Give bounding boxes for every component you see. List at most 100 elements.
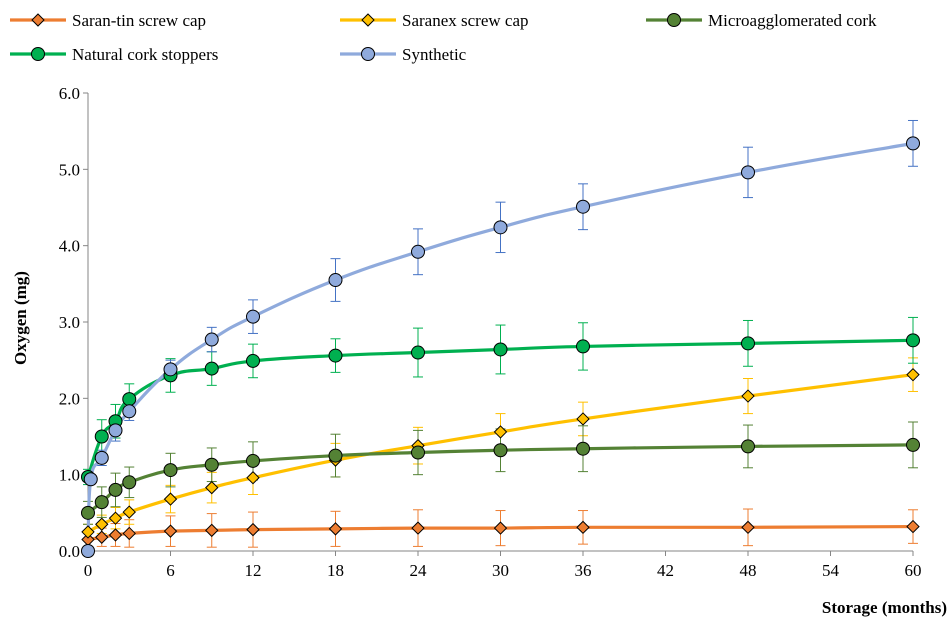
saranex-screw-cap-point: [81, 525, 95, 539]
microagglomerated-cork-point: [94, 495, 109, 510]
synthetic-point: [493, 220, 508, 235]
legend-item-natural-cork-stoppers: Natural cork stoppers: [10, 45, 218, 64]
legend-label: Saran-tin screw cap: [72, 11, 206, 30]
legend-item-saranex-screw-cap: Saranex screw cap: [340, 11, 529, 30]
synthetic-point: [411, 244, 425, 259]
saranex-screw-cap-point: [95, 517, 109, 531]
natural-cork-stoppers-point: [493, 342, 508, 357]
saranex-screw-cap-point: [576, 412, 590, 426]
legend-swatch-marker: [31, 47, 45, 61]
synthetic-point: [576, 199, 590, 214]
saranex-screw-cap-point: [246, 471, 260, 485]
legend-label: Synthetic: [402, 45, 467, 64]
x-tick-label: 6: [166, 561, 175, 580]
legend-swatch-marker: [361, 13, 375, 27]
legend: Saran-tin screw cap Saranex screw cap Micr…: [10, 11, 877, 64]
natural-cork-stoppers-point: [94, 429, 109, 444]
axes: 0.0 1.0 2.0 3.0 4.0 5.0 6.0 0 6 12 18 24 30 36 42 48 54 6…: [59, 84, 922, 580]
natural-cork-stoppers-point: [328, 348, 343, 363]
synthetic-point: [741, 165, 755, 180]
synthetic-point: [246, 309, 260, 324]
x-tick-label: 12: [245, 561, 262, 580]
natural-cork-stoppers-point: [246, 353, 260, 368]
series-markers: [81, 136, 920, 558]
saran-tin-screw-cap-point: [576, 520, 590, 535]
synthetic-line: [86, 141, 914, 552]
x-tick-label: 60: [905, 561, 922, 580]
natural-cork-stoppers-point: [576, 339, 590, 354]
legend-item-microagglomerated-cork: Microagglomerated cork: [646, 11, 877, 30]
saran-tin-screw-cap-point: [163, 524, 178, 538]
synthetic-point: [328, 273, 343, 288]
saran-tin-screw-cap-point: [493, 521, 508, 535]
x-tick-label: 36: [575, 561, 592, 580]
y-tick-label: 4.0: [59, 237, 80, 256]
synthetic-point: [122, 404, 137, 419]
x-tick-label: 54: [822, 561, 840, 580]
microagglomerated-cork-point: [741, 439, 755, 454]
microagglomerated-cork-point: [122, 475, 137, 490]
legend-item-saran-tin-screw-cap: Saran-tin screw cap: [10, 11, 206, 30]
y-tick-label: 6.0: [59, 84, 80, 103]
x-tick-label: 48: [740, 561, 757, 580]
saranex-screw-cap-point: [493, 425, 508, 439]
legend-item-synthetic: Synthetic: [340, 45, 467, 64]
saran-tin-screw-cap-point: [108, 528, 123, 542]
legend-swatch-marker: [361, 47, 375, 61]
legend-swatch-marker: [31, 13, 45, 27]
y-tick-label: 1.0: [59, 466, 80, 485]
x-axis-title: Storage (months): [822, 598, 947, 617]
microagglomerated-cork-point: [328, 448, 343, 463]
saranex-screw-cap-point: [741, 389, 755, 403]
y-tick-label: 5.0: [59, 160, 80, 179]
saran-tin-screw-cap-point: [906, 519, 920, 534]
natural-cork-stoppers-point: [906, 333, 920, 348]
microagglomerated-cork-point: [576, 441, 590, 456]
saranex-screw-cap-point: [205, 480, 219, 495]
synthetic-point: [906, 136, 920, 151]
natural-cork-stoppers-point: [204, 361, 219, 376]
x-tick-label: 0: [84, 561, 93, 580]
synthetic-point: [81, 544, 95, 558]
synthetic-point: [163, 362, 178, 377]
microagglomerated-cork-point: [246, 453, 260, 468]
legend-label: Saranex screw cap: [402, 11, 529, 30]
y-axis-title: Oxygen (mg): [11, 271, 30, 365]
saranex-screw-cap-point: [108, 511, 123, 525]
microagglomerated-cork-point: [906, 437, 920, 452]
saranex-screw-cap-point: [163, 492, 178, 506]
saran-tin-screw-cap-point: [95, 530, 109, 544]
synthetic-point: [83, 472, 98, 487]
microagglomerated-cork-point: [163, 463, 178, 478]
legend-label: Natural cork stoppers: [72, 45, 218, 64]
saran-tin-screw-cap-point: [328, 522, 343, 536]
saran-tin-screw-cap-point: [122, 526, 136, 541]
natural-cork-stoppers-point: [411, 345, 425, 360]
saranex-screw-cap-point: [906, 367, 920, 382]
x-tick-label: 24: [410, 561, 428, 580]
microagglomerated-cork-point: [81, 505, 95, 520]
synthetic-point: [204, 332, 219, 347]
y-tick-label: 0.0: [59, 542, 80, 561]
saran-tin-screw-cap-point: [205, 523, 219, 538]
saranex-screw-cap-point: [122, 505, 136, 519]
y-tick-label: 3.0: [59, 313, 80, 332]
saran-tin-screw-cap-point: [741, 520, 755, 535]
synthetic-point: [108, 423, 123, 438]
microagglomerated-cork-point: [493, 443, 508, 458]
legend-label: Microagglomerated cork: [708, 11, 877, 30]
legend-swatch-marker: [667, 13, 681, 27]
x-tick-label: 30: [492, 561, 509, 580]
natural-cork-stoppers-point: [741, 336, 755, 351]
saran-tin-screw-cap-point: [246, 522, 260, 537]
y-tick-label: 2.0: [59, 389, 80, 408]
x-tick-label: 42: [657, 561, 674, 580]
natural-cork-stoppers-point: [122, 392, 137, 407]
synthetic-point: [94, 450, 109, 465]
microagglomerated-cork-point: [108, 482, 123, 497]
saran-tin-screw-cap-point: [411, 521, 425, 535]
microagglomerated-cork-point: [411, 445, 425, 460]
microagglomerated-cork-point: [204, 457, 219, 472]
x-tick-label: 18: [327, 561, 344, 580]
